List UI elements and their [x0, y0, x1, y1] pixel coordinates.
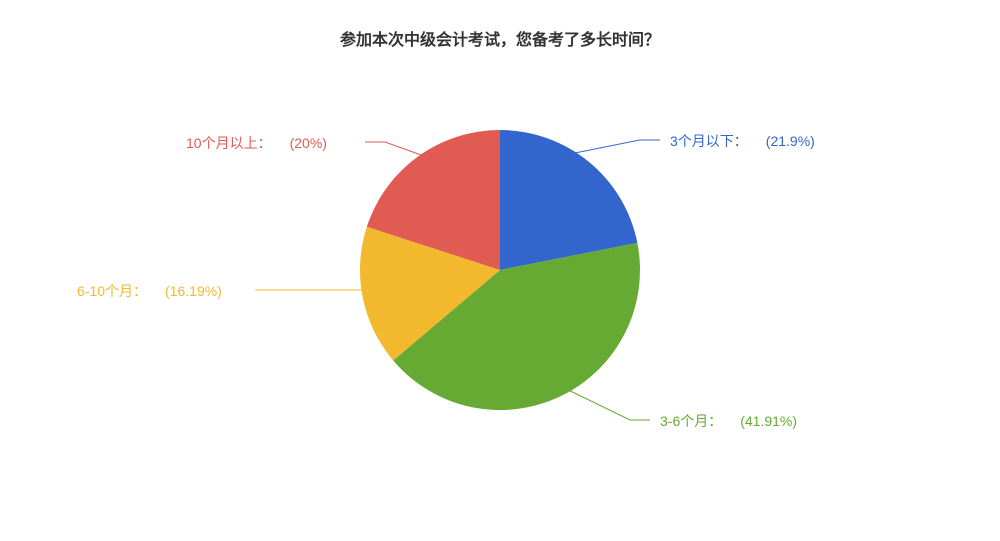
slice-label-pct: (20%) [290, 135, 327, 151]
slice-label-0: 3个月以下： (21.9%) [670, 131, 815, 151]
pie-chart [360, 130, 640, 410]
slice-label-text: 3个月以下： [670, 133, 748, 149]
slice-label-2: 6-10个月： (16.19%) [77, 281, 222, 301]
chart-title: 参加本次中级会计考试，您备考了多长时间？ [0, 26, 1000, 50]
slice-label-pct: (41.91%) [740, 413, 797, 429]
slice-label-pct: (16.19%) [165, 283, 222, 299]
slice-label-text: 10个月以上： [186, 135, 272, 151]
slice-label-text: 3-6个月： [660, 413, 722, 429]
slice-label-1: 3-6个月： (41.91%) [660, 411, 797, 431]
slice-label-pct: (21.9%) [766, 133, 815, 149]
slice-label-text: 6-10个月： [77, 283, 147, 299]
slice-label-3: 10个月以上： (20%) [186, 133, 327, 153]
